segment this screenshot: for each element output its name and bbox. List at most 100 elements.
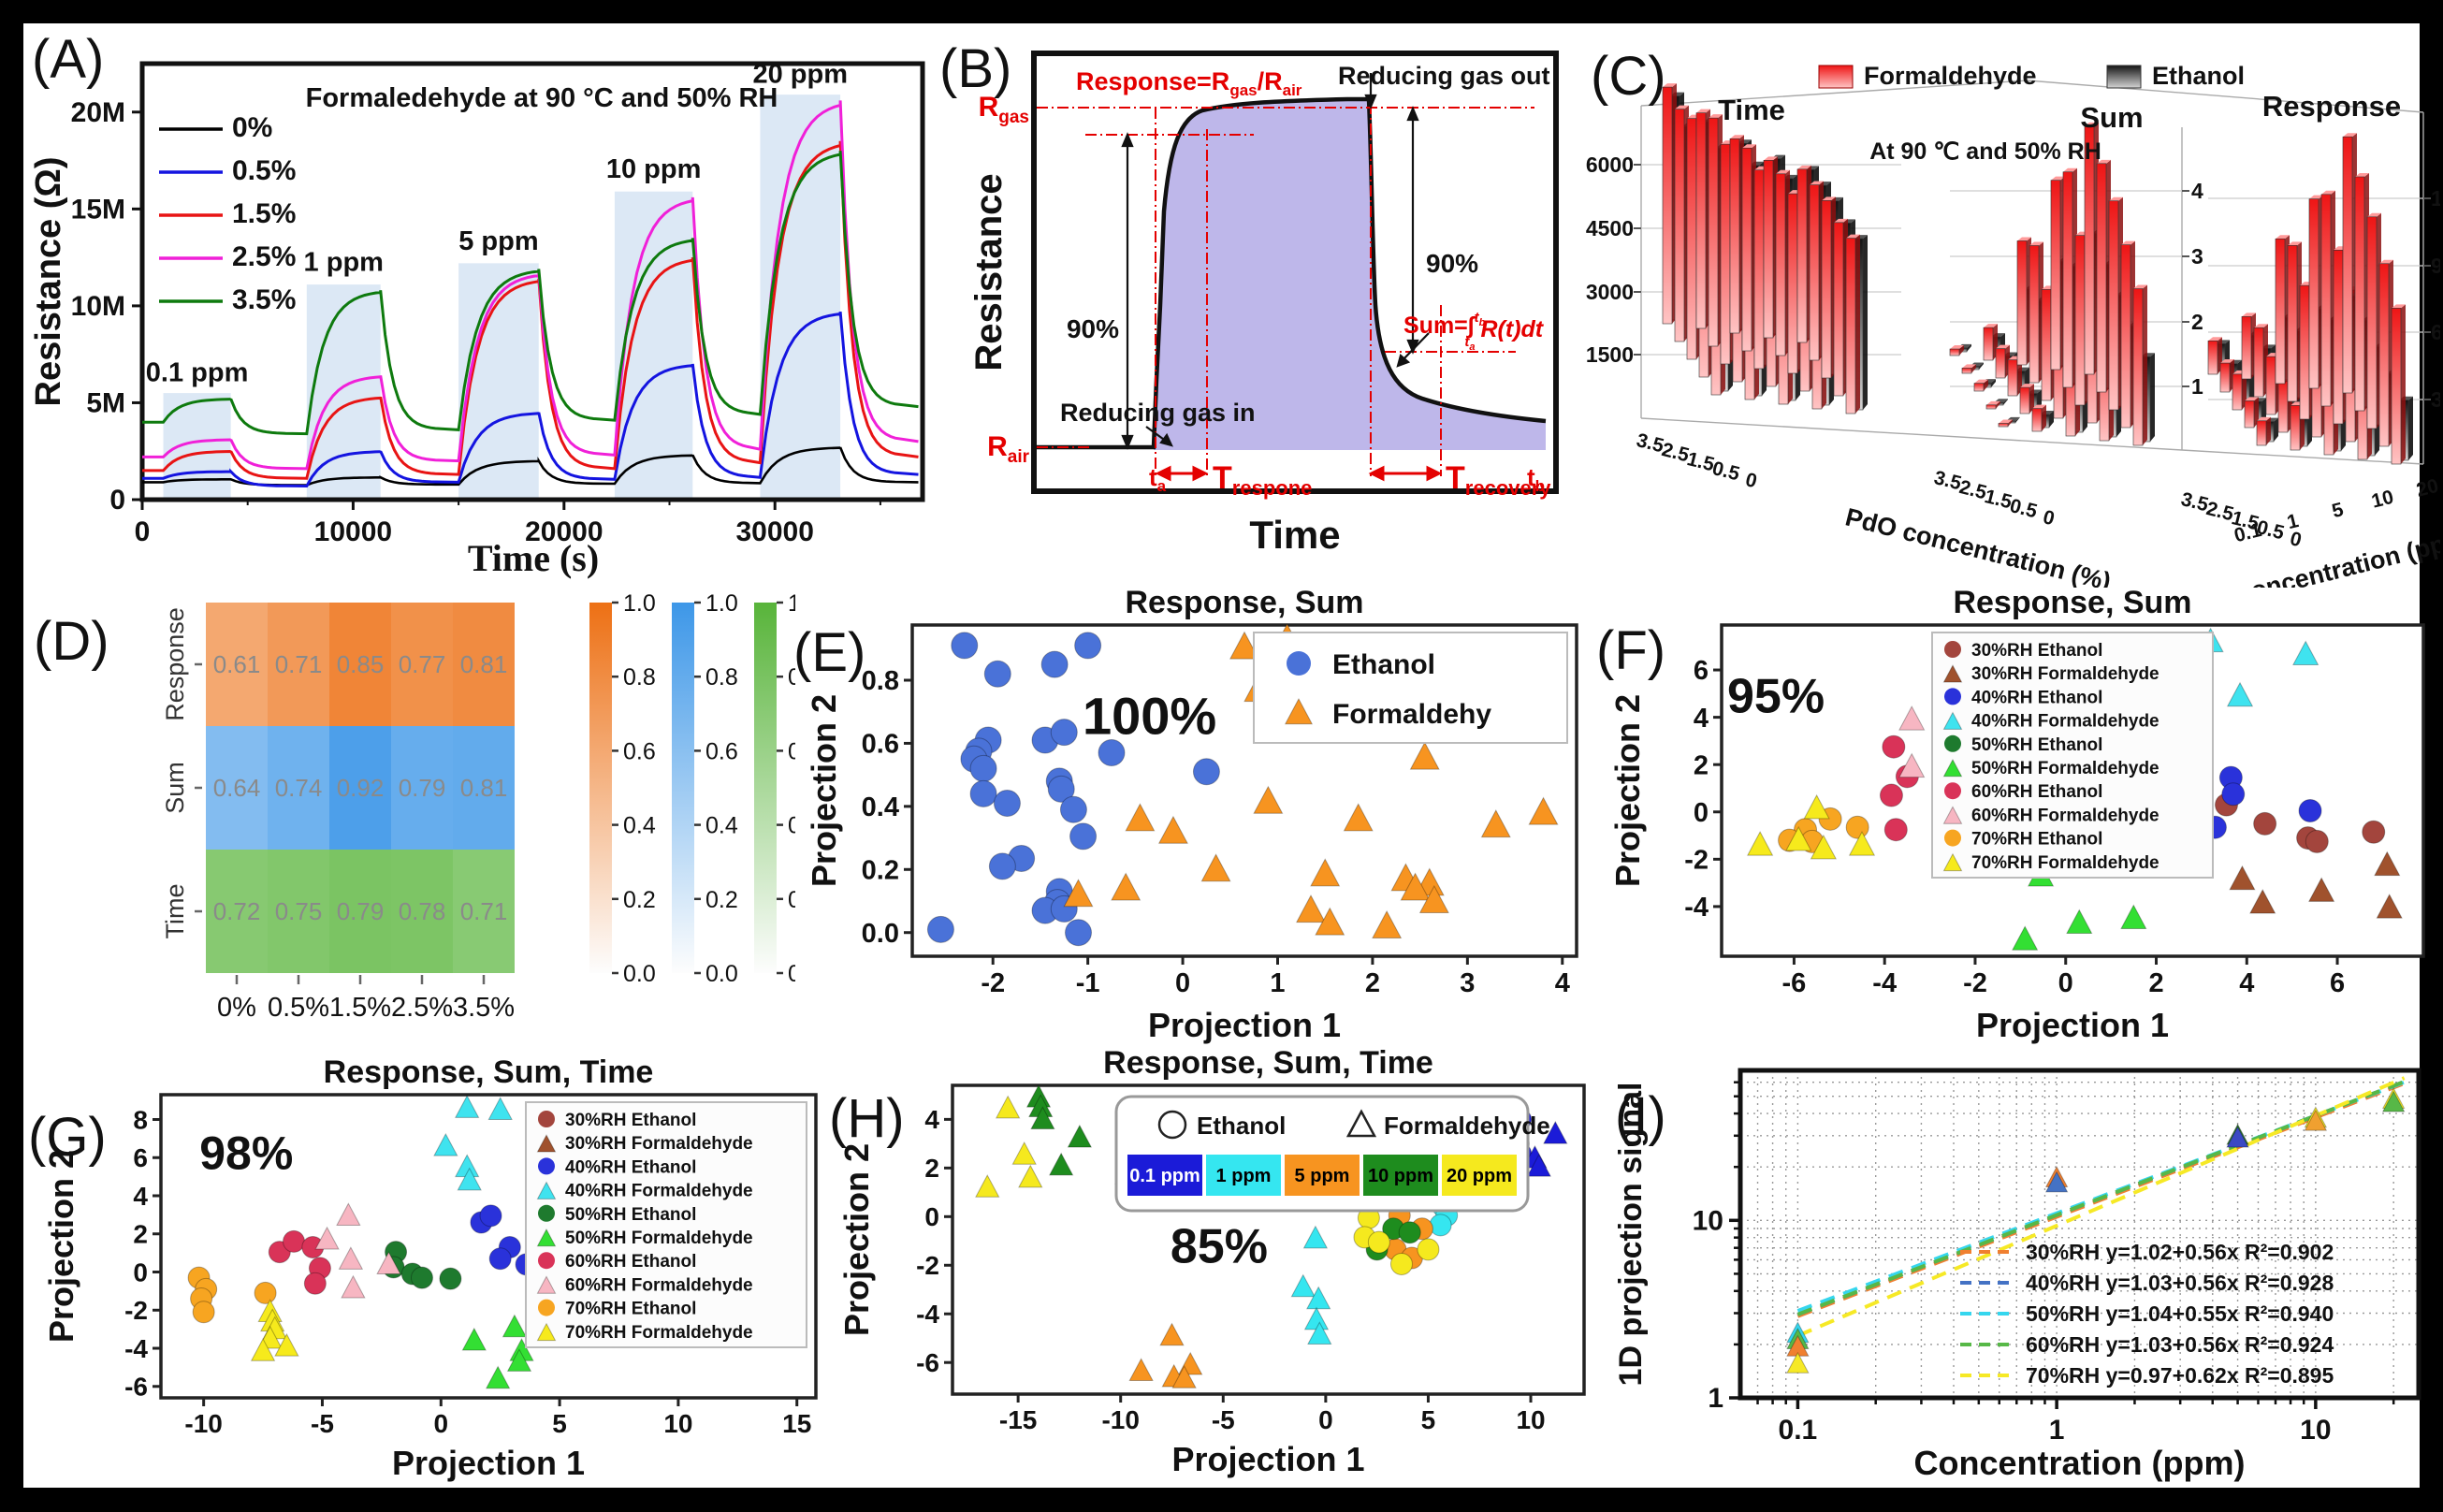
- heatmap-cell: [268, 850, 329, 973]
- legend-label: 30%RH Formaldehyde: [1971, 664, 2159, 684]
- legend-chip-label: 20 ppm: [1447, 1166, 1512, 1186]
- bar-front: [2290, 405, 2301, 451]
- bar-front: [1729, 138, 1740, 334]
- panel-c-3d-bars: 6000450030001500432112963TimeSumResponse…: [1583, 26, 2443, 621]
- y-tick-label: 6: [133, 1143, 148, 1172]
- bar-top: [1696, 109, 1710, 113]
- legend-marker: [1284, 697, 1314, 725]
- heatmap-value: 0.81: [460, 650, 508, 678]
- bar-front: [2253, 327, 2264, 398]
- legend-marker: [1944, 782, 1961, 800]
- b-xlabel: Time: [1249, 513, 1340, 557]
- pdo-tick-label: 0.5: [1710, 458, 1742, 485]
- data-point: [461, 1327, 487, 1351]
- legend-chip-label: 5 ppm: [1295, 1166, 1350, 1186]
- xlabel: Projection 1: [1148, 1006, 1341, 1044]
- legend-box: [525, 1101, 807, 1348]
- legend-marker: [538, 1299, 555, 1316]
- heatmap-cell: [453, 850, 515, 973]
- data-point: [1400, 872, 1431, 901]
- pulse-label: 10 ppm: [606, 154, 702, 184]
- data-point: [1389, 1252, 1413, 1275]
- colorbar-tick-label: 0.8: [623, 664, 656, 691]
- data-point: [1125, 803, 1156, 832]
- bar-front: [2244, 400, 2255, 429]
- pct90-left: 90%: [1067, 314, 1119, 343]
- pulse-label: 0.1 ppm: [146, 358, 249, 388]
- calib-point: [1786, 1351, 1810, 1374]
- data-point: [1065, 919, 1092, 947]
- heatmap-value: 0.64: [213, 774, 261, 802]
- panel-tag-g: (G): [28, 1107, 107, 1168]
- bar-top: [2321, 190, 2335, 195]
- bar-side: [2408, 396, 2413, 460]
- y-tick-label: 6: [1694, 656, 1709, 686]
- series-70%RH Formaldehyde: [250, 1299, 299, 1361]
- axis-tick-label: 12: [2431, 186, 2440, 211]
- legend-marker: [536, 1275, 557, 1294]
- x-tick-label: 0: [1318, 1405, 1333, 1434]
- y-tick-label: 10M: [71, 291, 125, 322]
- data-point: [2066, 909, 2093, 935]
- data-point: [487, 1097, 513, 1120]
- data-point: [2229, 865, 2256, 891]
- panel-a-sensing-curves: 0 5M 10M 15M 20M 0 10000 20000 30000 Formaledehyd…: [28, 24, 945, 590]
- bar-top: [2379, 259, 2393, 264]
- series-60%RH Formaldehyde: [314, 1202, 401, 1299]
- x-tick-label: 0: [433, 1409, 448, 1438]
- section-title-sum: Sum: [2080, 101, 2143, 134]
- fit-legend-label: 70%RH y=0.97+0.62x R²=0.895: [2026, 1363, 2334, 1388]
- bar-top: [1764, 156, 1778, 161]
- data-point: [1343, 803, 1374, 832]
- calib-point: [2226, 1126, 2249, 1148]
- ylabel: Projection 2: [805, 694, 843, 887]
- y-tick-label: 2: [924, 1154, 939, 1183]
- heatmap-value: 0.79: [337, 897, 385, 925]
- rair-label: Rair: [987, 431, 1030, 467]
- bar-top: [1834, 218, 1848, 223]
- bar-top: [1822, 196, 1836, 201]
- x-tick-label: -2: [1963, 968, 1987, 998]
- legend-chip: [1442, 1155, 1517, 1196]
- legend-marker: [1944, 734, 1961, 752]
- t-recovery-label: Trecovery: [1446, 460, 1551, 500]
- heatmap-cell: [391, 603, 453, 726]
- bar-side: [2242, 370, 2247, 410]
- legend-marker: [536, 1322, 557, 1342]
- legend-marker: [1944, 688, 1961, 705]
- series-20 ppm Formaldehyde: [975, 1095, 1043, 1198]
- bar-top: [2367, 212, 2381, 217]
- legend-marker: [1944, 829, 1961, 847]
- colorbar-tick-label: 1.0: [623, 590, 656, 617]
- data-point: [1306, 1286, 1331, 1310]
- bar-top: [1663, 83, 1677, 88]
- heatmap-value: 0.77: [399, 650, 446, 678]
- sum-area: [1154, 99, 1546, 450]
- legend-shape-circle: [1157, 1110, 1187, 1140]
- pdo-tick-label: 0: [2041, 506, 2057, 530]
- panel-e-lda-scatter: -2 -1 0 1 2 3 4 0.0 0.2 0.4 0.6 0.8 Response, Sum Pro…: [791, 571, 1591, 1062]
- x-tick-label: 1: [1270, 968, 1285, 998]
- bar-section-Time: [1662, 83, 1868, 414]
- fit-legend-label: 40%RH y=1.03+0.56x R²=0.928: [2026, 1271, 2334, 1295]
- col-label: 3.5%: [453, 993, 515, 1023]
- bar-front: [1674, 109, 1685, 342]
- bar-side: [2401, 304, 2406, 464]
- bar-front: [2062, 171, 2073, 388]
- data-point: [1310, 858, 1341, 887]
- bar-top: [2032, 404, 2046, 409]
- panel-i-calibration: 0.1 1 10 1 10 30%RH y=1.02+0.56x R²=0.902 40%R…: [1600, 1046, 2440, 1489]
- bar-front: [1973, 383, 1985, 392]
- y-tick-label: -2: [916, 1251, 939, 1280]
- bar-top: [2245, 397, 2259, 401]
- y-tick-label: 1: [1708, 1383, 1723, 1414]
- data-point: [1047, 775, 1075, 803]
- bar-front: [1720, 143, 1731, 365]
- condition-note: At 90 ℃ and 50% RH: [1869, 138, 2101, 165]
- series-0.5%: [142, 311, 919, 488]
- xlabel: Projection 1: [1171, 1440, 1364, 1478]
- y-tick-label: 0.0: [862, 919, 899, 949]
- heatmap-cell: [206, 603, 268, 726]
- data-point: [2376, 894, 2403, 919]
- legend-swatch-ethanol: [2106, 65, 2142, 89]
